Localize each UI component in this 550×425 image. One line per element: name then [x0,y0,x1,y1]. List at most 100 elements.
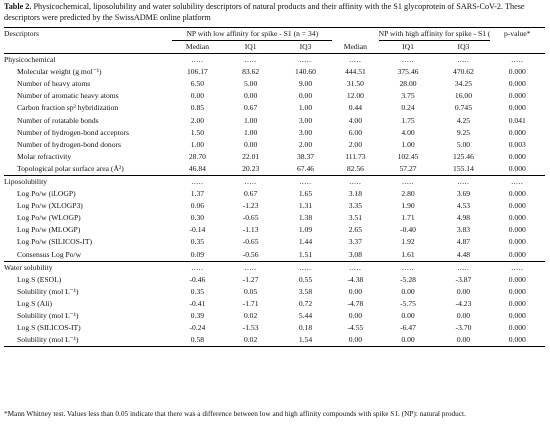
high-iq1-cell: -6.47 [400,323,416,333]
dots-placeholder: ..... [172,260,223,274]
low-iq1-header: IQ1 [222,40,279,54]
low-median-cell: 0.09 [190,249,205,259]
high-iq3-cell: 5.00 [456,139,471,149]
dots-placeholder: ..... [244,55,257,65]
low-iq3-cell: 3.00 [298,115,313,125]
low-iq1-cell: 0.67 [243,189,258,199]
low-median-cell: 0.35 [190,286,205,296]
table-body: Descriptors NP with low affinity for spi… [4,27,545,348]
p-value-cell: 0.000 [508,225,526,235]
dots-placeholder: ..... [278,174,333,189]
dots-placeholder: ..... [299,55,312,65]
p-value-cell: 0.000 [508,151,526,161]
low-iq1-cell: -1.13 [242,225,259,235]
p-value-cell: 0.000 [508,201,526,211]
high-iq1-cell: 4.00 [401,127,415,137]
high-iq3-cell: -3.70 [455,323,472,333]
low-median-cell: 1.37 [190,189,205,199]
descriptor-label: Solubility (mol L⁻¹) [17,311,79,321]
high-median-cell: -4.38 [347,274,364,284]
high-median-cell: 3.51 [348,213,363,223]
high-iq3-cell: 0.00 [456,286,471,296]
pvalue-header: p-value* [489,27,545,41]
low-median-cell: 1.00 [190,139,205,149]
high-median-cell: 0.00 [348,311,363,321]
high-iq3-cell: 4.98 [456,213,471,223]
low-median-cell: 0.00 [190,91,205,101]
low-iq1-cell: -1.53 [242,323,259,333]
low-iq3-cell: 1.31 [298,201,313,211]
high-median-cell: 3.35 [348,201,363,211]
low-iq1-cell: 0.05 [243,286,258,296]
low-iq3-cell: 5.44 [298,311,313,321]
high-iq1-cell: 1.71 [401,213,415,223]
dots-placeholder: ..... [489,260,545,274]
high-median-cell: 0.00 [332,334,379,348]
low-iq1-cell: 5.00 [243,79,258,89]
high-median-cell: 3.08 [348,249,363,259]
table-row: Solubility (mol L⁻¹) 0.35 0.05 3.58 0.00 0.00… [4,286,545,298]
low-median-cell: 0.85 [190,103,205,113]
high-median-cell: 111.73 [345,151,366,161]
low-iq3-cell: 3.58 [298,286,313,296]
low-median-cell: 6.50 [190,79,205,89]
low-iq3-cell: 1.54 [278,334,333,348]
descriptor-label: Number of heavy atoms [17,79,91,89]
high-iq3-cell: 3.83 [456,225,471,235]
low-iq1-cell: 22.01 [242,151,260,161]
table-row: Molecular weight (g mol⁻¹) 106.17 83.62 140… [4,66,545,78]
descriptors-header: Descriptors [4,27,173,41]
descriptor-label: Log S (Ali) [17,298,53,308]
descriptor-label: Number of aromatic heavy atoms [17,91,119,101]
table-row: Log Po/w (WLOGP) 0.30 -0.65 1.38 3.51 1.71 4.9… [4,212,545,224]
table-row: Number of heavy atoms 6.50 5.00 9.00 31.50 28… [4,78,545,90]
low-iq1-cell: 0.00 [243,139,258,149]
high-iq3-cell: -3.87 [455,274,472,284]
p-value-cell: 0.000 [508,274,526,284]
high-iq1-cell: 1.90 [401,201,415,211]
descriptor-label: Molar refractivity [17,151,72,161]
table-row: Carbon fraction sp³ hybridization 0.85 0.6… [4,102,545,114]
dots-placeholder: ..... [332,260,379,274]
dots-placeholder: ..... [437,174,490,189]
high-iq1-cell: -0.40 [400,225,416,235]
high-median-cell: 2.00 [348,139,363,149]
low-iq3-header: IQ3 [278,40,333,54]
low-iq1-cell: -0.56 [242,249,259,259]
p-value-cell: 0.000 [508,237,526,247]
descriptor-label: Solubility (mol L⁻¹) [4,334,173,348]
dots-placeholder: ..... [378,174,438,189]
low-iq3-cell: 0.18 [298,323,313,333]
high-iq3-cell: 125.46 [453,151,474,161]
low-iq3-cell: 1.00 [298,103,313,113]
p-value-cell: 0.000 [508,286,526,296]
p-value-cell: 0.000 [508,323,526,333]
high-iq1-cell: 57.27 [399,163,417,173]
high-iq3-cell: 3.69 [456,189,471,199]
p-value-cell: 0.000 [508,103,526,113]
table-row: Log S (Ali) -0.41 -1.71 0.72 -4.78 -5.75 -4.23… [4,298,545,310]
low-median-cell: 28.70 [188,151,206,161]
dots-placeholder: ..... [437,260,490,274]
descriptor-label: Log Po/w (iLOGP) [17,189,76,199]
low-median-cell: 1.50 [190,127,205,137]
dots-placeholder: ..... [278,260,333,274]
p-value-cell: 0.000 [508,249,526,259]
high-median-cell: 3.37 [348,237,363,247]
table-row: Solubility (mol L⁻¹) 0.39 0.02 5.44 0.00 0.00… [4,310,545,322]
high-iq1-cell: -5.28 [400,274,416,284]
table-row: Consensus Log Po/w 0.09 -0.56 1.51 3.08 1.61 4… [4,249,545,262]
high-affinity-header: NP with high affinity for spike - S1 (n … [378,27,490,41]
low-iq3-cell: 38.37 [296,151,315,161]
low-iq3-cell: 9.00 [298,79,313,89]
descriptor-label: Log Po/w (MLOGP) [17,225,81,235]
high-iq1-cell: 0.00 [401,311,415,321]
high-iq3-cell: 4.25 [456,115,471,125]
low-iq3-cell: 2.00 [298,139,313,149]
high-iq3-cell: 0.00 [437,334,490,348]
p-value-cell: 0.003 [508,139,526,149]
high-median-cell: 6.00 [348,127,363,137]
low-iq1-cell: -1.23 [242,201,259,211]
high-median-cell: 0.00 [348,286,363,296]
high-iq1-cell: 1.00 [401,139,415,149]
